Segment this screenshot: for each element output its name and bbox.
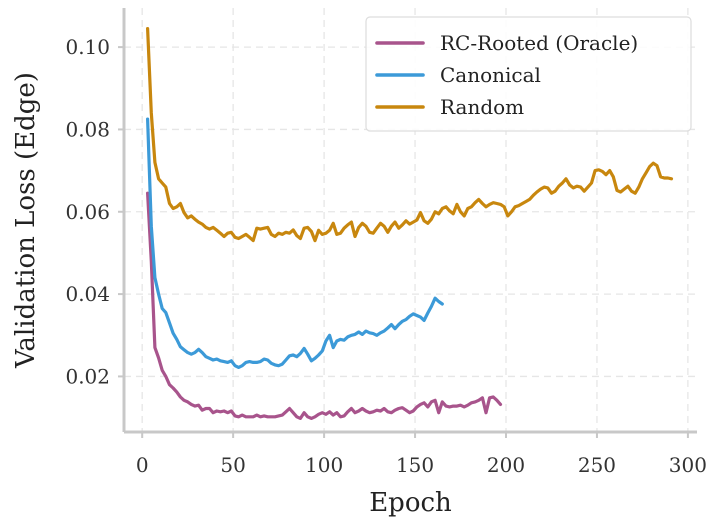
x-tick-label: 300 [669, 453, 707, 477]
y-axis-label: Validation Loss (Edge) [11, 72, 41, 369]
y-tick-label: 0.08 [65, 117, 110, 141]
y-tick-label: 0.06 [65, 200, 110, 224]
x-tick-label: 0 [136, 453, 149, 477]
series-line-random [146, 27, 674, 243]
y-tick-label: 0.04 [65, 282, 110, 306]
legend-label: RC-Rooted (Oracle) [440, 31, 638, 55]
axes [122, 8, 697, 434]
x-tick-label: 150 [396, 453, 434, 477]
legend-box [365, 16, 692, 132]
legend: RC-Rooted (Oracle) Canonical Random [365, 16, 692, 132]
series-lines [146, 27, 674, 420]
series-line-canonical [146, 117, 444, 369]
x-axis-label: Epoch [369, 488, 452, 518]
y-tick-label: 0.02 [65, 364, 110, 388]
series-line-rc-rooted-oracle [146, 191, 503, 420]
legend-label: Random [440, 95, 524, 119]
ticks: 0 50 100 150 200 250 300 0.02 0.04 0.06 0.08 0.10 [65, 35, 707, 477]
x-tick-label: 100 [305, 453, 343, 477]
x-tick-label: 200 [487, 453, 525, 477]
y-tick-label: 0.10 [65, 35, 110, 59]
x-tick-label: 250 [578, 453, 616, 477]
x-tick-label: 50 [220, 453, 245, 477]
legend-label: Canonical [440, 63, 541, 87]
